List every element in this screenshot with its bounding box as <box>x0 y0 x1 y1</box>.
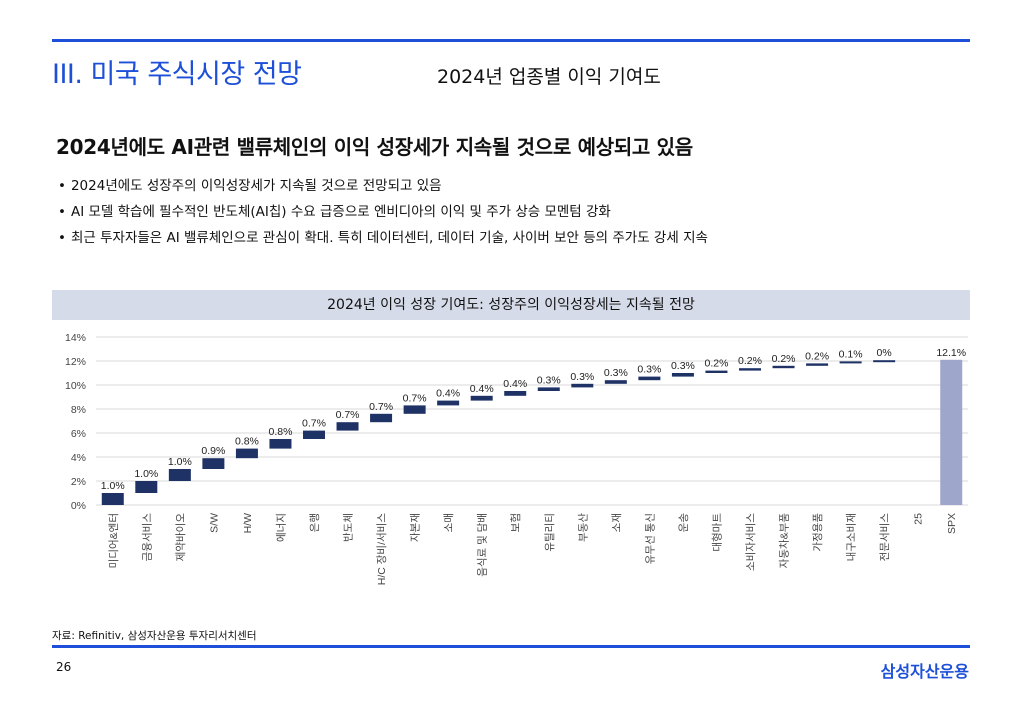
data-label: 0.3% <box>604 367 628 379</box>
data-label: 0.2% <box>704 358 728 370</box>
x-tick-label: 미디어&엔터 <box>108 513 120 568</box>
data-label: 12.1% <box>936 347 966 359</box>
x-tick-label: 소재 <box>611 513 623 532</box>
y-tick-label: 2% <box>71 476 86 488</box>
y-tick-label: 4% <box>71 452 86 464</box>
y-tick-label: 6% <box>71 428 86 440</box>
x-tick-label: 소비자서비스 <box>745 513 757 571</box>
waterfall-bar <box>235 448 258 459</box>
waterfall-bar <box>705 370 728 373</box>
bullet-item: AI 모델 학습에 필수적인 반도체(AI칩) 수요 급증으로 엔비디아의 이익… <box>58 202 708 228</box>
x-tick-label: 25 <box>913 513 925 525</box>
x-tick-label: 음식료 및 담배 <box>477 513 489 577</box>
x-tick-label: 소매 <box>443 513 455 532</box>
x-tick-label: 에너지 <box>275 513 287 542</box>
x-tick-label: 유무선 통신 <box>644 513 656 564</box>
waterfall-bar <box>604 380 627 384</box>
data-label: 0.7% <box>403 392 427 404</box>
data-label: 0.3% <box>671 360 695 372</box>
y-tick-label: 12% <box>65 356 86 368</box>
x-tick-label: 내구소비재 <box>846 513 858 561</box>
data-label: 0.7% <box>336 409 360 421</box>
top-rule <box>52 39 970 42</box>
x-tick-label: 대형마트 <box>711 513 723 552</box>
y-tick-label: 10% <box>65 380 86 392</box>
data-label: 0.9% <box>201 445 225 457</box>
x-tick-label: 금융서비스 <box>141 513 153 562</box>
x-tick-label: 부동산 <box>577 513 589 542</box>
waterfall-bar <box>806 363 829 366</box>
waterfall-bar <box>470 395 493 401</box>
total-bar <box>940 359 963 505</box>
section-title: III. 미국 주식시장 전망 <box>52 59 302 90</box>
waterfall-chart: 0% 2% 4% 6% 8% 10% 12% 14% 1.0% 미디어&엔터 1.0% 금융서비스 1.… <box>65 332 968 586</box>
data-label: 0.4% <box>503 378 527 390</box>
x-tick-label: S/W <box>208 513 220 533</box>
data-label: 0.3% <box>537 374 561 386</box>
waterfall-bar <box>101 493 124 505</box>
waterfall-bar <box>537 387 560 391</box>
data-label: 0.2% <box>772 353 796 365</box>
x-tick-label: 전문서비스 <box>879 513 891 562</box>
x-tick-label: 가정용품 <box>812 513 824 552</box>
x-tick-label: 반도체 <box>343 513 355 542</box>
waterfall-bar <box>739 368 761 371</box>
bullet-item: 최근 투자자들은 AI 밸류체인으로 관심이 확대. 특히 데이터센터, 데이터… <box>58 228 708 254</box>
data-label: 0.4% <box>470 383 494 395</box>
data-label: 0.3% <box>570 371 594 383</box>
data-label: 1.0% <box>101 480 125 492</box>
waterfall-bar <box>370 413 393 423</box>
x-tick-label: 자본재 <box>410 513 422 542</box>
headline: 2024년에도 AI관련 밸류체인의 이익 성장세가 지속될 것으로 예상되고 … <box>56 135 693 159</box>
y-tick-label: 8% <box>71 404 86 416</box>
x-tick-label: 제약바이오 <box>175 513 187 562</box>
data-label: 0.7% <box>302 418 326 430</box>
chart-header: 2024년 이익 성장 기여도: 성장주의 이익성장세는 지속될 전망 <box>52 290 970 320</box>
waterfall-bar <box>671 373 694 377</box>
data-label: 1.0% <box>134 468 158 480</box>
x-tick-label: 운송 <box>678 513 690 533</box>
waterfall-bar <box>303 430 325 439</box>
waterfall-bar <box>772 365 795 369</box>
waterfall-bar <box>638 376 661 381</box>
x-tick-label: H/W <box>242 513 254 534</box>
y-tick-label: 14% <box>65 332 86 344</box>
data-label: 0.4% <box>436 388 460 400</box>
data-label: 0.2% <box>805 350 829 362</box>
data-label: 0.8% <box>235 436 259 448</box>
waterfall-bar <box>202 458 225 469</box>
x-tick-label: SPX <box>946 513 958 534</box>
waterfall-bar <box>336 422 359 431</box>
data-label: 0.2% <box>738 355 762 367</box>
slide-title: 2024년 업종별 이익 기여도 <box>437 66 661 88</box>
data-label: 0% <box>877 347 892 359</box>
waterfall-bar <box>269 439 292 449</box>
waterfall-bar <box>839 361 862 364</box>
data-label: 0.8% <box>268 426 292 438</box>
y-tick-label: 0% <box>71 500 86 512</box>
bullet-list: 2024년에도 성장주의 이익성장세가 지속될 것으로 전망되고 있음 AI 모… <box>58 176 708 254</box>
x-tick-label: 유틸리티 <box>543 513 556 552</box>
data-label: 1.0% <box>168 456 192 468</box>
source-note: 자료: Refinitiv, 삼성자산운용 투자리서치센터 <box>52 630 257 642</box>
waterfall-bar <box>504 391 527 396</box>
x-tick-label: H/C 장비/서비스 <box>376 513 388 586</box>
x-tick-label: 은행 <box>309 513 321 532</box>
data-label: 0.3% <box>637 364 661 376</box>
bullet-item: 2024년에도 성장주의 이익성장세가 지속될 것으로 전망되고 있음 <box>58 176 708 202</box>
page-number: 26 <box>56 660 72 674</box>
data-label: 0.1% <box>839 348 863 360</box>
waterfall-bar <box>437 400 460 406</box>
data-label: 0.7% <box>369 401 393 413</box>
brand-logo: 삼성자산운용 <box>880 662 969 681</box>
waterfall-bar <box>168 469 191 481</box>
waterfall-bar <box>873 360 896 363</box>
waterfall-bar <box>571 383 594 388</box>
waterfall-bar <box>135 481 158 493</box>
x-tick-label: 보험 <box>510 513 522 532</box>
bottom-rule <box>52 645 970 648</box>
waterfall-bar <box>403 405 426 414</box>
x-tick-label: 자동차&부품 <box>779 513 791 569</box>
